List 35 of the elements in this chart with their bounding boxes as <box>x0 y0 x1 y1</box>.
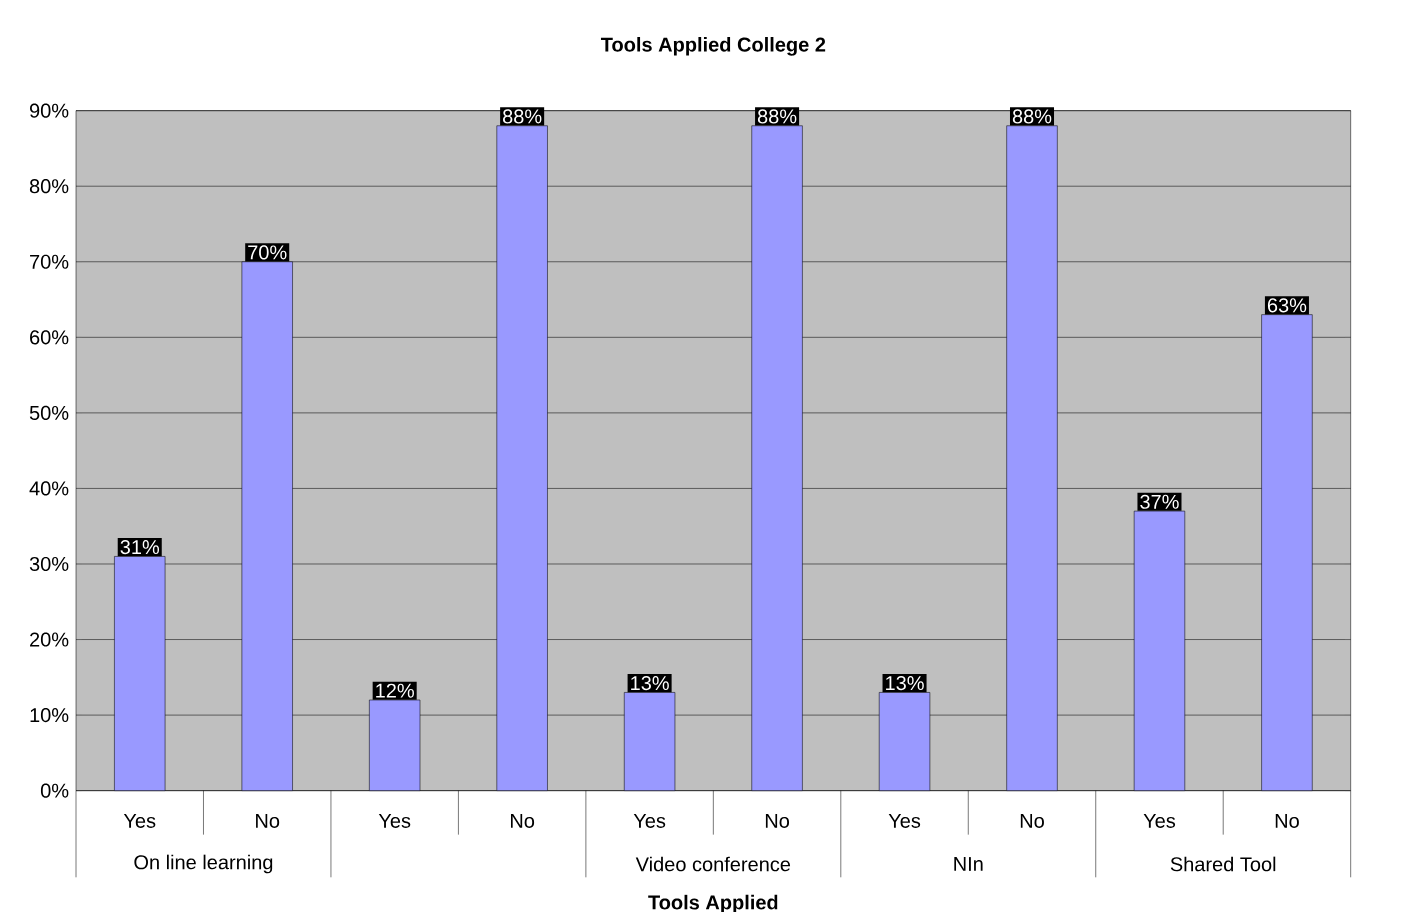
data-label: 88% <box>503 109 542 124</box>
data-label: 88% <box>1012 109 1052 124</box>
data-label: 88% <box>757 109 797 124</box>
x-tick-label: Yes <box>888 813 921 828</box>
chart-title: Tools Applied College 2 <box>600 36 826 56</box>
text: Shared Tool <box>1170 856 1276 872</box>
y-tick-label: 30% <box>29 556 69 572</box>
data-label: 13% <box>631 676 669 691</box>
data-label: 12% <box>376 683 414 698</box>
data-label: 37% <box>1140 494 1179 509</box>
x-tick-label: Yes <box>123 813 156 828</box>
y-tick-label: 80% <box>29 179 69 194</box>
data-label: 63% <box>1267 298 1307 313</box>
x-tick-label: Yes <box>378 813 411 828</box>
x-tick-label: Yes <box>1143 813 1176 828</box>
x-tick-label: No <box>765 813 790 828</box>
y-tick-label: 50% <box>29 405 69 420</box>
y-tick-label: 10% <box>30 708 69 723</box>
x-tick-label: No <box>1275 813 1299 828</box>
x-tick-label: No <box>1020 813 1044 828</box>
data-label: 70% <box>248 245 287 260</box>
data-label: 13% <box>886 676 924 691</box>
y-tick-label: 70% <box>30 254 69 269</box>
y-tick-label: 20% <box>30 632 69 647</box>
y-tick-label: 90% <box>29 103 69 118</box>
y-tick-label: 60% <box>30 330 69 345</box>
text: On line learning <box>134 854 273 874</box>
text: Video conference <box>635 856 791 872</box>
data-label: 31% <box>120 540 160 555</box>
x-tick-label: No <box>256 813 280 828</box>
x-tick-label: No <box>510 813 535 828</box>
text: NIn <box>954 857 983 871</box>
y-tick-label: 0% <box>40 783 69 798</box>
y-tick-label: 40% <box>29 481 69 496</box>
x-tick-label: Yes <box>633 813 666 828</box>
